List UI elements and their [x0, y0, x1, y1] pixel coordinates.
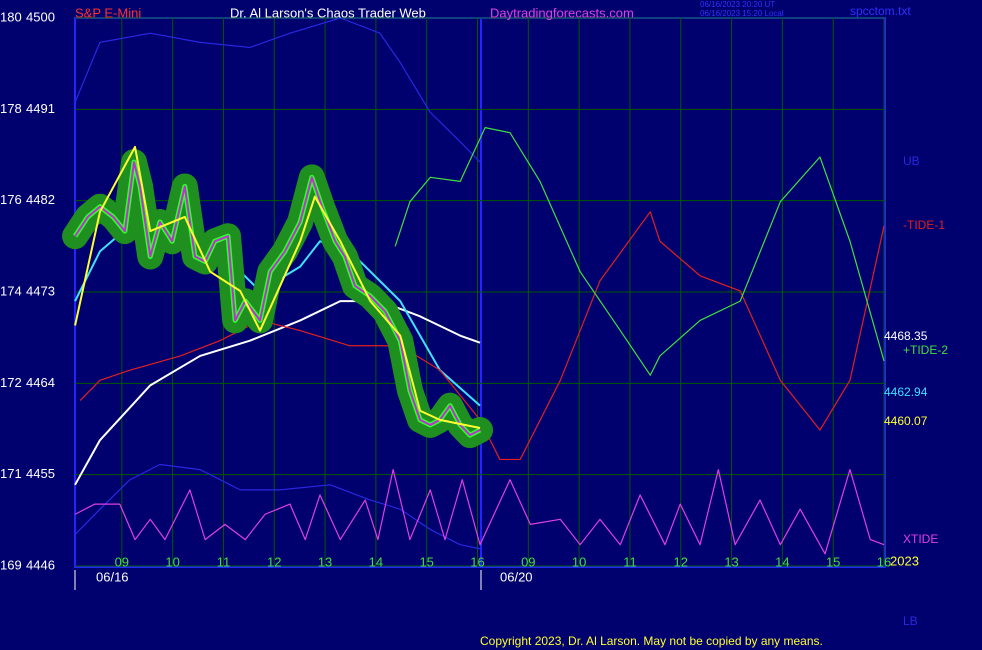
x-tick-label: 09: [115, 554, 129, 569]
x-tick-label: 11: [217, 554, 231, 569]
series-line: [394, 127, 885, 376]
series-line: [74, 161, 481, 437]
y-tick-label: 4482: [26, 192, 55, 207]
series-line: [74, 145, 481, 429]
x-tick-label: 16: [877, 554, 891, 569]
series-line: [74, 300, 481, 486]
legend-label: XTIDE: [903, 532, 938, 546]
date-label: 06/16: [96, 569, 129, 584]
y-tick-label: 4464: [26, 375, 55, 390]
legend-label: -TIDE-1: [903, 218, 945, 232]
y-secondary-label: 176: [0, 192, 22, 207]
file-name: spcctom.txt: [850, 4, 911, 18]
series-line: [74, 463, 481, 550]
y-secondary-label: 169: [0, 557, 22, 572]
legend-label: +TIDE-2: [903, 343, 948, 357]
legend-label: LB: [903, 614, 918, 628]
timestamp: 06/16/2023 20:20 UT: [700, 0, 775, 9]
x-tick-label: 14: [369, 554, 383, 569]
copyright: Copyright 2023, Dr. Al Larson. May not b…: [480, 634, 823, 648]
y-secondary-label: 174: [0, 283, 22, 298]
x-tick-label: 15: [826, 554, 840, 569]
series-line: [74, 468, 885, 555]
last-value-label: 4460.07: [884, 414, 928, 428]
y-tick-label: 4446: [26, 557, 55, 572]
x-tick-label: 13: [318, 554, 332, 569]
x-tick-label: 13: [724, 554, 738, 569]
y-secondary-label: 178: [0, 101, 22, 116]
y-secondary-label: 171: [0, 466, 22, 481]
x-tick-label: 10: [165, 554, 179, 569]
x-tick-label: 14: [775, 554, 789, 569]
x-tick-label: 12: [267, 554, 281, 569]
last-value-label: 4468.35: [884, 329, 928, 343]
site-link: Daytradingforecasts.com: [490, 5, 634, 20]
last-value-label: 4462.94: [884, 385, 928, 399]
y-tick-label: 4473: [26, 283, 55, 298]
chart-title: S&P E-Mini: [75, 5, 141, 20]
y-secondary-label: 172: [0, 375, 22, 390]
x-tick-label: 10: [572, 554, 586, 569]
chart-subtitle: Dr. Al Larson's Chaos Trader Web: [230, 5, 426, 20]
year-label: 2023: [890, 553, 919, 568]
legend-label: UB: [903, 154, 920, 168]
price-envelope: [62, 149, 494, 449]
series-line: [74, 17, 481, 163]
timestamp: 06/16/2023 15:20 Local: [700, 9, 784, 18]
x-tick-label: 09: [521, 554, 535, 569]
x-tick-label: 15: [419, 554, 433, 569]
marks: [62, 17, 885, 555]
x-tick-label: 12: [674, 554, 688, 569]
series-line: [79, 211, 885, 461]
date-label: 06/20: [500, 569, 533, 584]
x-tick-label: 11: [623, 554, 637, 569]
x-tick-label: 16: [470, 554, 484, 569]
y-secondary-label: 180: [0, 9, 22, 24]
y-tick-label: 4455: [26, 466, 55, 481]
grid: [75, 17, 885, 567]
y-tick-label: 4500: [26, 9, 55, 24]
y-tick-label: 4491: [26, 101, 55, 116]
